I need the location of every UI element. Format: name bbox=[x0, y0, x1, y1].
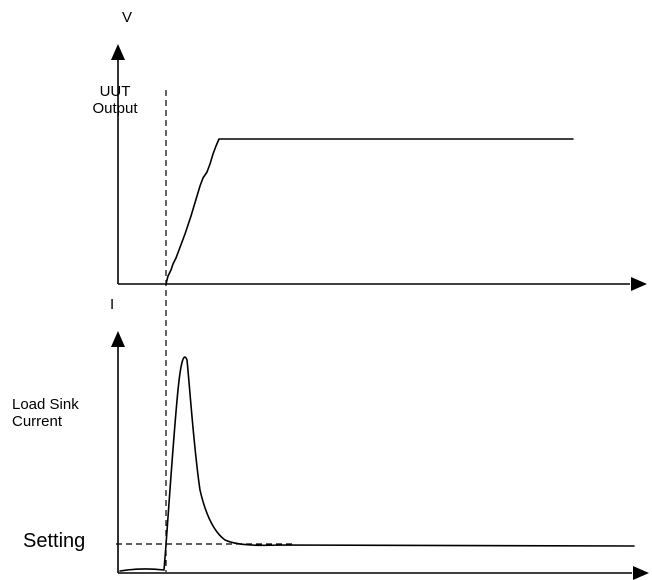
top-x-axis-arrowhead bbox=[631, 277, 647, 291]
top-y-axis-label: UUT Output bbox=[92, 83, 138, 117]
bottom-graph bbox=[111, 331, 649, 580]
top-graph bbox=[111, 44, 647, 291]
top-y-axis-arrowhead bbox=[111, 44, 125, 60]
uut-output-voltage-trace bbox=[165, 138, 574, 285]
load-sink-current-trace bbox=[119, 356, 635, 572]
bottom-x-axis-arrowhead bbox=[633, 566, 649, 580]
bottom-y-axis-label: Load Sink Current bbox=[12, 396, 79, 430]
bottom-y-axis-arrowhead bbox=[111, 331, 125, 347]
setting-label: Setting bbox=[23, 530, 86, 552]
top-y-axis-symbol: V bbox=[122, 9, 133, 26]
bottom-y-axis-symbol: I bbox=[110, 296, 115, 313]
